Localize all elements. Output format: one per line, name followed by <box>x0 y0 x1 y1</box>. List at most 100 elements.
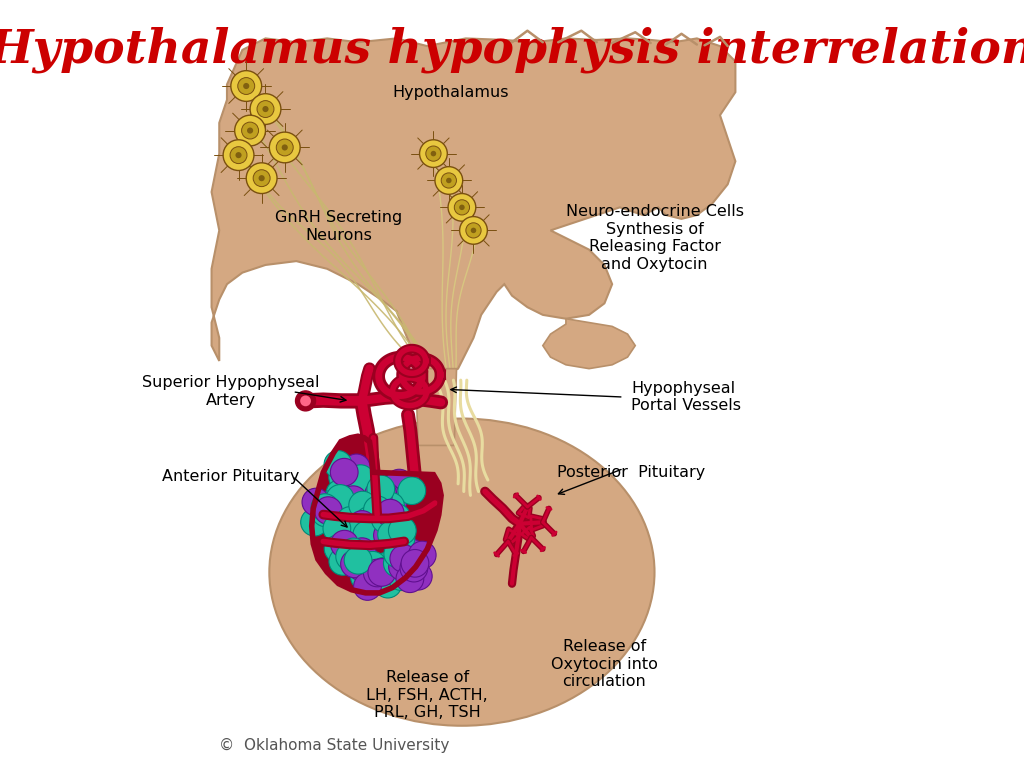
Circle shape <box>377 492 404 520</box>
Circle shape <box>337 507 365 535</box>
Circle shape <box>384 540 412 568</box>
Circle shape <box>378 518 406 546</box>
Circle shape <box>383 550 412 578</box>
Circle shape <box>253 170 270 187</box>
Circle shape <box>379 487 407 515</box>
Circle shape <box>341 550 369 578</box>
Circle shape <box>426 146 441 161</box>
Circle shape <box>466 223 481 238</box>
Circle shape <box>381 512 409 540</box>
Circle shape <box>435 167 463 194</box>
Circle shape <box>234 115 265 146</box>
Text: Release of
Oxytocin into
circulation: Release of Oxytocin into circulation <box>551 640 657 689</box>
Circle shape <box>355 507 383 535</box>
Circle shape <box>359 551 387 579</box>
Circle shape <box>331 458 358 486</box>
Circle shape <box>353 521 381 548</box>
Circle shape <box>387 525 415 552</box>
Circle shape <box>340 538 368 566</box>
Circle shape <box>368 487 395 515</box>
Circle shape <box>247 127 253 134</box>
Circle shape <box>372 485 399 513</box>
Circle shape <box>334 525 361 553</box>
Circle shape <box>349 528 377 556</box>
Circle shape <box>342 482 370 510</box>
Polygon shape <box>543 319 635 369</box>
Circle shape <box>368 558 395 586</box>
Text: Neuro-endocrine Cells
Synthesis of
Releasing Factor
and Oxytocin: Neuro-endocrine Cells Synthesis of Relea… <box>565 204 743 272</box>
Circle shape <box>322 508 349 535</box>
Circle shape <box>339 470 367 498</box>
Circle shape <box>315 491 343 518</box>
Circle shape <box>282 144 288 151</box>
Circle shape <box>246 163 278 194</box>
Circle shape <box>258 175 265 181</box>
Circle shape <box>349 478 377 506</box>
Circle shape <box>326 479 354 507</box>
Circle shape <box>375 503 402 531</box>
Circle shape <box>329 548 356 575</box>
Circle shape <box>242 122 258 139</box>
Circle shape <box>236 152 242 158</box>
Circle shape <box>372 553 399 581</box>
Circle shape <box>361 568 389 596</box>
Circle shape <box>409 541 436 569</box>
Circle shape <box>368 488 395 515</box>
Circle shape <box>230 71 262 101</box>
Circle shape <box>276 139 293 156</box>
Circle shape <box>342 472 370 499</box>
Circle shape <box>388 563 416 591</box>
Circle shape <box>374 521 401 549</box>
Circle shape <box>301 508 329 536</box>
Text: GnRH Secreting
Neurons: GnRH Secreting Neurons <box>275 210 402 243</box>
Circle shape <box>311 494 339 521</box>
Circle shape <box>345 520 373 548</box>
Circle shape <box>296 391 315 411</box>
Circle shape <box>341 521 369 549</box>
Circle shape <box>324 451 352 478</box>
Circle shape <box>397 539 425 567</box>
Circle shape <box>314 497 342 525</box>
Circle shape <box>364 559 391 587</box>
Ellipse shape <box>269 419 654 726</box>
Text: Hypothalamus hypophysis interrelation: Hypothalamus hypophysis interrelation <box>0 27 1024 74</box>
Polygon shape <box>212 38 735 376</box>
Circle shape <box>331 530 358 558</box>
Polygon shape <box>416 369 457 445</box>
Circle shape <box>300 396 311 406</box>
Circle shape <box>390 545 418 572</box>
Circle shape <box>344 547 372 574</box>
Circle shape <box>369 495 396 522</box>
Text: Hypothalamus: Hypothalamus <box>392 84 509 100</box>
Text: Anterior Pituitary: Anterior Pituitary <box>162 468 299 484</box>
Circle shape <box>348 514 376 541</box>
Circle shape <box>243 83 249 89</box>
Circle shape <box>323 515 351 542</box>
Circle shape <box>365 560 392 588</box>
Circle shape <box>336 543 364 571</box>
Circle shape <box>329 463 356 491</box>
Circle shape <box>348 538 376 565</box>
Circle shape <box>372 505 399 533</box>
Circle shape <box>223 140 254 170</box>
Circle shape <box>471 227 476 233</box>
Circle shape <box>446 177 452 184</box>
Circle shape <box>339 486 367 514</box>
Circle shape <box>389 553 417 581</box>
Circle shape <box>311 499 339 527</box>
Circle shape <box>347 553 375 581</box>
Circle shape <box>396 565 424 593</box>
Circle shape <box>388 517 416 545</box>
Circle shape <box>374 571 401 598</box>
Circle shape <box>383 504 411 531</box>
Circle shape <box>400 554 428 582</box>
Text: Hypophyseal
Portal Vessels: Hypophyseal Portal Vessels <box>632 381 741 413</box>
Circle shape <box>459 204 465 210</box>
Circle shape <box>348 529 376 557</box>
Circle shape <box>365 481 392 508</box>
Circle shape <box>355 551 384 579</box>
Circle shape <box>343 454 371 482</box>
Circle shape <box>322 500 349 528</box>
Circle shape <box>385 469 413 497</box>
Circle shape <box>353 573 381 601</box>
